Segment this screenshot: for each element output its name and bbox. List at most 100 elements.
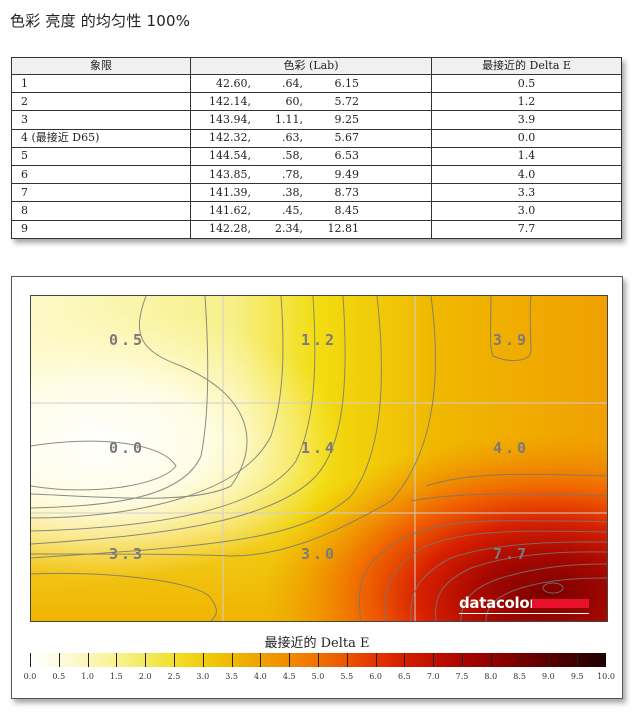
lab-a-value: .45, bbox=[282, 203, 303, 217]
lab-cell: 143.85, .78, 9.49 bbox=[190, 164, 432, 185]
lab-table: 象限 色彩 (Lab) 最接近的 Delta E 1 42.60, .64, 6.15… bbox=[11, 57, 622, 239]
logo-accent-bar bbox=[532, 599, 589, 608]
color-scale-segment bbox=[577, 653, 606, 667]
lab-a-value: 1.11, bbox=[275, 112, 303, 126]
cell-label-7: 3.3 bbox=[108, 545, 146, 563]
table-row: 6 143.85, .78, 9.49 4.0 bbox=[11, 164, 622, 185]
quadrant-cell: 5 bbox=[11, 146, 191, 166]
lab-b-value: 6.15 bbox=[334, 76, 360, 90]
lab-cell: 141.39, .38, 8.73 bbox=[190, 183, 432, 203]
cell-label-2: 1.2 bbox=[300, 331, 338, 349]
table-row: 5 144.54, .58, 6.53 1.4 bbox=[11, 146, 622, 166]
table-row: 7 141.39, .38, 8.73 3.3 bbox=[11, 183, 622, 203]
cell-label-8: 3.0 bbox=[300, 545, 338, 563]
color-scale-segment bbox=[87, 653, 117, 667]
lab-cell: 142.28, 2.34, 12.81 bbox=[190, 219, 432, 239]
quadrant-cell: 4 (最接近 D65) bbox=[11, 128, 191, 148]
lab-cell: 141.62, .45, 8.45 bbox=[190, 201, 432, 221]
color-scale-tick-label: 8.5 bbox=[513, 672, 526, 681]
table-row: 8 141.62, .45, 8.45 3.0 bbox=[11, 201, 622, 221]
lab-cell: 144.54, .58, 6.53 bbox=[190, 146, 432, 166]
color-scale-segment bbox=[375, 653, 405, 667]
color-scale-segment bbox=[519, 653, 549, 667]
cell-label-4: 0.0 bbox=[108, 439, 146, 457]
color-scale-segment bbox=[404, 653, 434, 667]
lab-a-value: .63, bbox=[282, 131, 303, 145]
delta-e-cell: 3.3 bbox=[431, 183, 622, 203]
lab-l-value: 142.32, bbox=[209, 131, 251, 145]
color-scale-segment bbox=[461, 653, 491, 667]
color-scale-tick-label: 5.5 bbox=[340, 672, 354, 681]
lab-l-value: 144.54, bbox=[209, 149, 251, 163]
color-scale-segment bbox=[317, 653, 347, 667]
lab-cell: 142.32, .63, 5.67 bbox=[190, 128, 432, 148]
color-scale-tick-label: 7.0 bbox=[426, 672, 440, 681]
delta-e-cell: 1.4 bbox=[431, 146, 622, 166]
color-scale-tick-label: 1.0 bbox=[81, 672, 94, 681]
lab-a-value: .78, bbox=[282, 167, 303, 181]
lab-b-value: 6.53 bbox=[334, 149, 360, 163]
quadrant-cell: 3 bbox=[11, 110, 191, 130]
lab-table-container: 象限 色彩 (Lab) 最接近的 Delta E 1 42.60, .64, 6.15… bbox=[11, 57, 622, 239]
color-scale-segment bbox=[490, 653, 520, 667]
color-scale-tick-label: 0.0 bbox=[23, 672, 37, 681]
color-scale-segment bbox=[116, 653, 146, 667]
delta-e-cell: 7.7 bbox=[431, 219, 622, 239]
color-scale-segment bbox=[548, 653, 578, 667]
color-scale-segment bbox=[173, 653, 203, 667]
color-scale-tick-label: 10.0 bbox=[597, 672, 615, 681]
lab-a-value: .58, bbox=[282, 149, 303, 163]
lab-b-value: 5.72 bbox=[334, 94, 360, 108]
contour-heatmap bbox=[31, 296, 607, 621]
color-scale-segment bbox=[58, 653, 88, 667]
color-scale-tick-label: 4.5 bbox=[282, 672, 296, 681]
color-scale-tick-label: 5.0 bbox=[311, 672, 325, 681]
lab-l-value: 141.62, bbox=[209, 203, 251, 217]
color-scale-segment bbox=[145, 653, 174, 667]
quadrant-cell: 9 bbox=[11, 219, 191, 239]
color-scale-tick-label: 0.5 bbox=[52, 672, 66, 681]
color-scale-bar bbox=[30, 653, 606, 667]
lab-a-value: 60, bbox=[285, 94, 304, 108]
lab-b-value: 9.25 bbox=[334, 112, 360, 126]
table-row: 2 142.14, 60, 5.72 1.2 bbox=[11, 92, 622, 112]
lab-a-value: .38, bbox=[282, 185, 303, 199]
color-scale-tick-label: 3.0 bbox=[196, 672, 210, 681]
quadrant-cell: 1 bbox=[11, 73, 191, 94]
header-quadrant: 象限 bbox=[11, 57, 191, 75]
delta-e-cell: 4.0 bbox=[431, 164, 622, 185]
color-scale-tick-label: 6.0 bbox=[369, 672, 382, 681]
color-scale-tick-label: 9.5 bbox=[570, 672, 584, 681]
lab-l-value: 42.60, bbox=[216, 76, 251, 90]
table-row: 3 143.94, 1.11, 9.25 3.9 bbox=[11, 110, 622, 130]
header-lab: 色彩 (Lab) bbox=[190, 57, 432, 75]
cell-label-3: 3.9 bbox=[492, 331, 530, 349]
page-title: 色彩 亮度 的均匀性 100% bbox=[10, 12, 191, 30]
quadrant-cell: 6 bbox=[11, 164, 191, 185]
quadrant-cell: 7 bbox=[11, 183, 191, 203]
cell-label-1: 0.5 bbox=[108, 331, 146, 349]
quadrant-cell: 8 bbox=[11, 201, 191, 221]
contour-plot: 0.5 1.2 3.9 0.0 1.4 4.0 3.3 3.0 7.7 data… bbox=[30, 295, 608, 622]
delta-e-cell: 3.9 bbox=[431, 110, 622, 130]
lab-l-value: 141.39, bbox=[209, 185, 251, 199]
color-scale-tick-label: 2.0 bbox=[138, 672, 152, 681]
color-scale-segment bbox=[433, 653, 462, 667]
lab-a-value: 2.34, bbox=[275, 222, 303, 236]
cell-label-6: 4.0 bbox=[492, 439, 530, 457]
lab-l-value: 142.14, bbox=[209, 94, 251, 108]
color-scale-segment bbox=[231, 653, 261, 667]
lab-cell: 142.14, 60, 5.72 bbox=[190, 92, 432, 112]
lab-b-value: 12.81 bbox=[327, 222, 360, 236]
delta-e-cell: 0.0 bbox=[431, 128, 622, 148]
lab-b-value: 8.73 bbox=[334, 185, 360, 199]
color-scale-tick-label: 9.0 bbox=[542, 672, 555, 681]
lab-l-value: 142.28, bbox=[209, 222, 251, 236]
cell-label-9: 7.7 bbox=[492, 545, 530, 563]
lab-l-value: 143.94, bbox=[209, 112, 251, 126]
lab-b-value: 5.67 bbox=[334, 131, 360, 145]
cell-label-5: 1.4 bbox=[300, 439, 338, 457]
color-scale-tick-label: 6.5 bbox=[398, 672, 411, 681]
lab-b-value: 8.45 bbox=[334, 203, 360, 217]
datacolor-logo: datacolor bbox=[459, 594, 537, 612]
